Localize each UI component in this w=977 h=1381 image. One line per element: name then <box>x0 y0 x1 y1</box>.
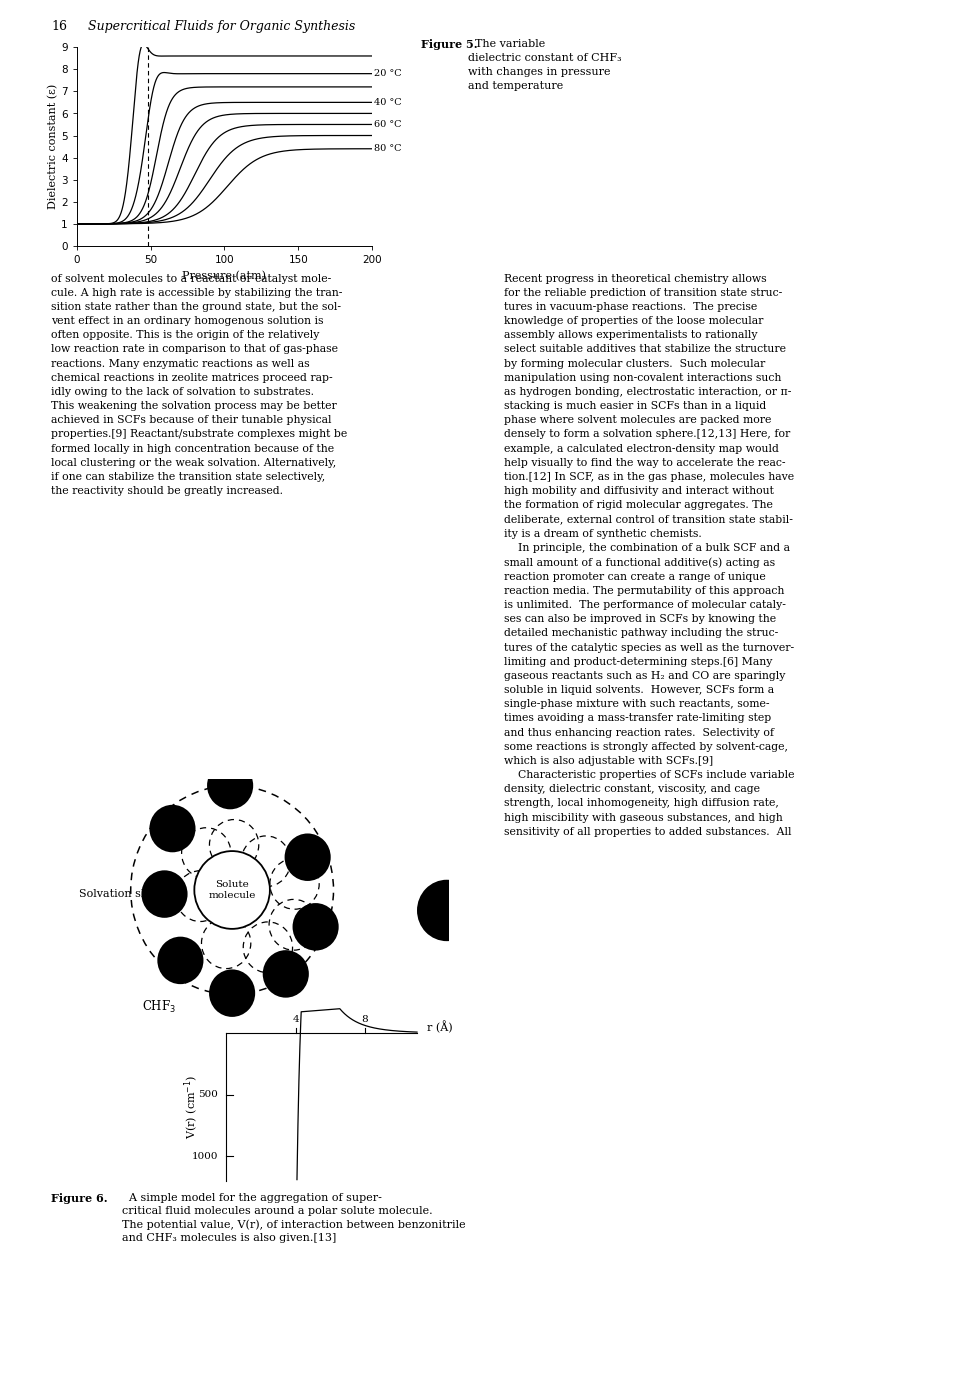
Text: 500: 500 <box>198 1090 218 1099</box>
Text: CHF$_3$: CHF$_3$ <box>142 998 176 1015</box>
Text: 20 °C: 20 °C <box>373 69 402 79</box>
Circle shape <box>142 870 188 918</box>
Text: A simple model for the aggregation of super-
critical fluid molecules around a p: A simple model for the aggregation of su… <box>122 1193 465 1243</box>
Circle shape <box>207 762 253 809</box>
Text: 40 °C: 40 °C <box>373 98 402 106</box>
Circle shape <box>149 805 195 852</box>
Text: Supercritical Fluids for Organic Synthesis: Supercritical Fluids for Organic Synthes… <box>88 19 356 33</box>
Text: 16: 16 <box>51 19 67 33</box>
Circle shape <box>292 903 339 950</box>
Text: 8: 8 <box>361 1015 368 1025</box>
Text: Figure 5.: Figure 5. <box>421 40 478 50</box>
Circle shape <box>194 851 270 929</box>
Circle shape <box>157 936 203 985</box>
Text: of solvent molecules to a reactant or catalyst mole-
cule. A high rate is access: of solvent molecules to a reactant or ca… <box>51 273 348 496</box>
Circle shape <box>284 834 330 881</box>
Text: V(r) (cm$^{-1}$): V(r) (cm$^{-1}$) <box>184 1074 201 1139</box>
Text: Solvation shell: Solvation shell <box>79 889 161 899</box>
Text: 4: 4 <box>292 1015 299 1025</box>
Text: Figure 6.: Figure 6. <box>51 1193 107 1204</box>
Circle shape <box>417 880 477 942</box>
Text: 60 °C: 60 °C <box>373 120 401 128</box>
Text: 80 °C: 80 °C <box>373 145 401 153</box>
Text: The variable
dielectric constant of CHF₃
with changes in pressure
and temperatur: The variable dielectric constant of CHF₃… <box>467 40 621 91</box>
Text: Solute
molecule: Solute molecule <box>208 880 256 900</box>
Circle shape <box>263 950 309 997</box>
Text: 1000: 1000 <box>191 1152 218 1160</box>
Circle shape <box>209 969 255 1016</box>
Text: Recent progress in theoretical chemistry allows
for the reliable prediction of t: Recent progress in theoretical chemistry… <box>504 273 794 837</box>
Text: r (Å): r (Å) <box>427 1021 452 1033</box>
Y-axis label: Dielectric constant (ε): Dielectric constant (ε) <box>48 84 59 210</box>
X-axis label: Pressure (atm): Pressure (atm) <box>183 271 267 280</box>
